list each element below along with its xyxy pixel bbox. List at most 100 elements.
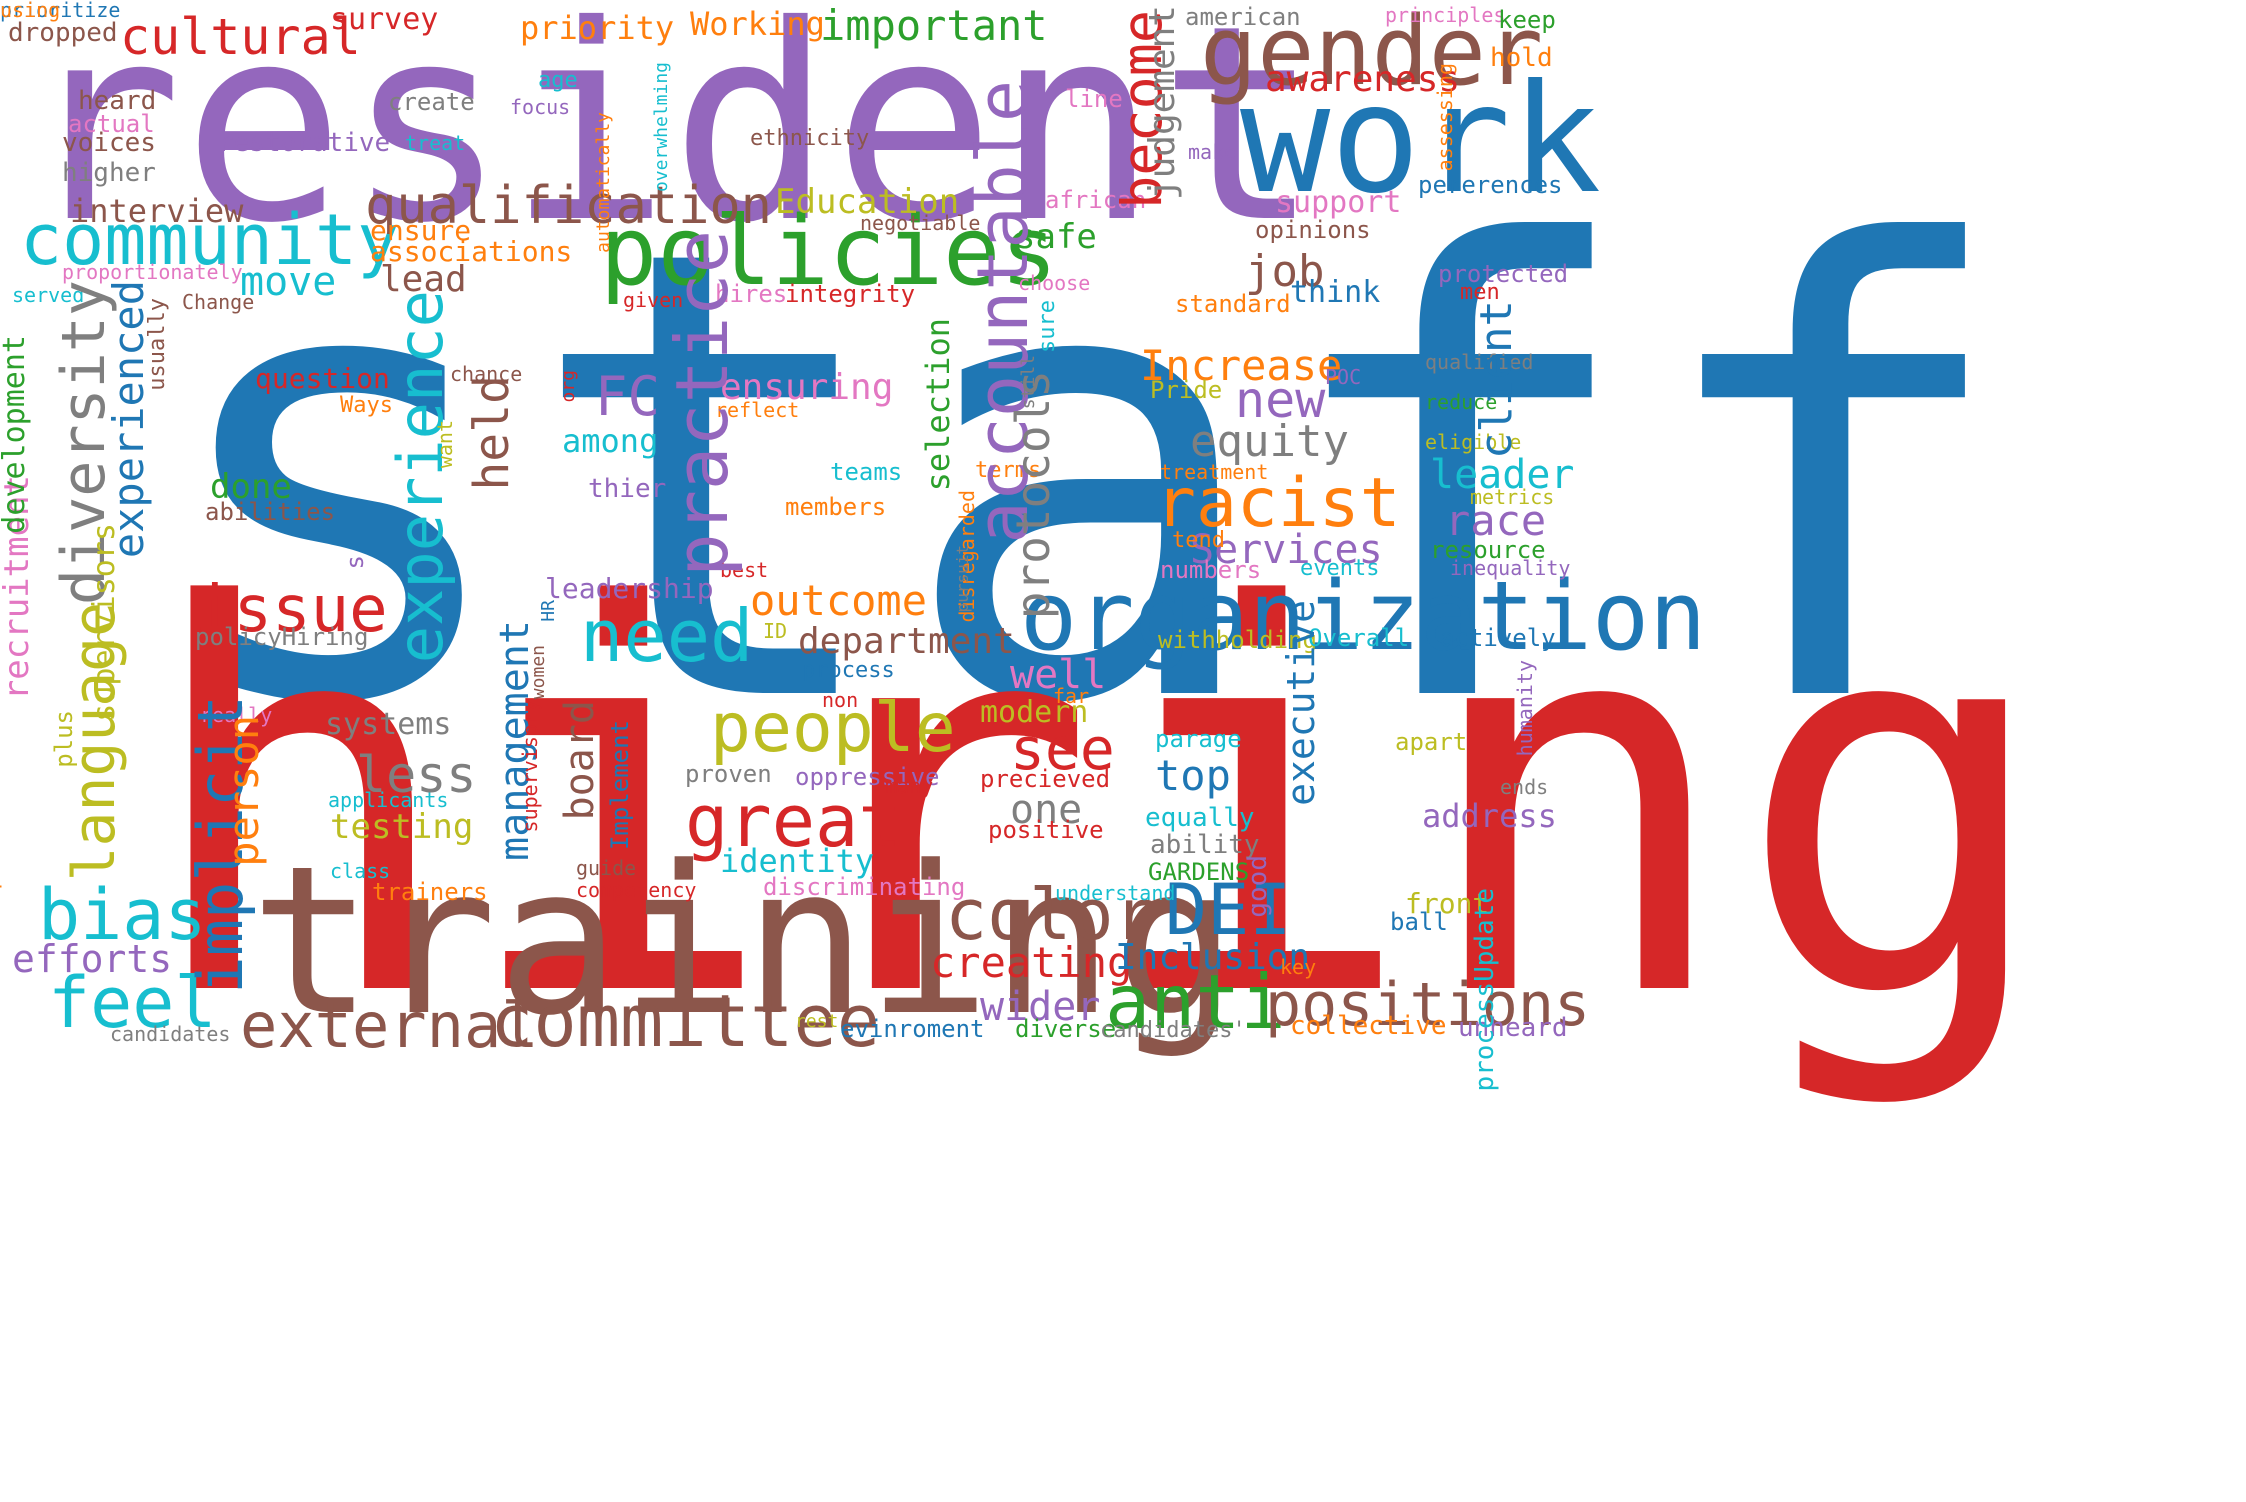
word-awareness: awareness — [1265, 59, 1461, 100]
word-racist: racist — [1155, 464, 1401, 543]
word-lead: lead — [380, 259, 467, 300]
word-important: important — [820, 1, 1048, 50]
word-cultural: cultural — [120, 8, 361, 66]
word-positions: positions — [1265, 970, 1591, 1040]
word-precieved: precieved — [980, 765, 1111, 793]
word-actual: actual — [68, 110, 155, 138]
word-hires: hires — [715, 280, 788, 308]
word-negotiable: negotiable — [860, 211, 981, 235]
word-experienced: experienced — [104, 280, 153, 559]
word-id: ID — [763, 619, 788, 643]
word-top: top — [1155, 751, 1231, 800]
word-trainers: trainers — [372, 878, 488, 906]
word-discriminating: discriminating — [763, 873, 966, 901]
word-equally: equally — [1145, 803, 1255, 833]
word-people: people — [710, 689, 956, 768]
word-withholding: withholding — [1158, 626, 1317, 654]
word-work: work — [1240, 53, 1602, 227]
word-ensure: ensure — [370, 214, 472, 247]
word-systems: systems — [325, 707, 452, 742]
word-hr: HR — [538, 600, 559, 622]
word-thier: thier — [588, 474, 667, 504]
word-feel: feel — [48, 962, 217, 1044]
word-many: many — [885, 774, 934, 798]
word-leader: leader — [1430, 452, 1575, 498]
word-integrity: integrity — [785, 280, 916, 308]
word-gardens: GARDENS — [1148, 858, 1250, 886]
word-higher: higher — [62, 158, 156, 188]
word-process: process — [802, 658, 895, 683]
word-inclusion: Inclusion — [1115, 937, 1311, 978]
word-org: org — [558, 370, 579, 403]
word-women: women — [528, 645, 549, 700]
word-ethnicity: ethnicity — [750, 126, 870, 151]
word-policies: policies — [600, 197, 1058, 307]
word-resident: resident — [20, 0, 1321, 282]
word-understand: understand — [1055, 881, 1176, 905]
word-implement: Implement — [606, 720, 634, 851]
word-protected: protected — [1438, 260, 1569, 288]
word-candidates: candidates' — [1100, 1018, 1246, 1043]
word-experience: experience — [384, 290, 457, 664]
word-competency: competency — [576, 878, 697, 902]
word-interview: interview — [70, 192, 244, 230]
word-unheard: unheard — [1458, 1013, 1568, 1043]
word-poc: POC — [1325, 365, 1362, 389]
word-choose: choose — [1018, 271, 1091, 295]
word-efforts: efforts — [12, 937, 173, 981]
word-usually: usually — [145, 298, 170, 391]
word-race: race — [1445, 496, 1547, 545]
word-think: think — [1290, 275, 1381, 310]
word-creating: creating — [930, 938, 1133, 987]
word-support: support — [1275, 185, 1402, 220]
word-organization: organization — [1020, 562, 1707, 672]
word-humanity: humanity — [1513, 660, 1537, 757]
word-person: person — [219, 715, 268, 867]
word-move: move — [240, 259, 337, 305]
word-question: question — [255, 362, 390, 395]
word-identity: identity — [720, 842, 875, 880]
word-among: among — [562, 422, 659, 460]
word-ball: ball — [1390, 908, 1448, 936]
word-eligible: eligible — [1425, 430, 1522, 454]
word-good: good — [1243, 855, 1273, 918]
word-make: make — [1188, 140, 1237, 164]
word-create: create — [388, 88, 475, 116]
word-guide: guide — [576, 856, 637, 880]
word-qualification: qualification — [365, 176, 772, 236]
word-prioritize: prioritize — [0, 0, 121, 22]
word-bias: bias — [38, 874, 207, 956]
word-terms: terms — [975, 458, 1042, 483]
word-best: best — [720, 558, 769, 582]
word-abilities: abilities — [205, 498, 336, 526]
word-need: need — [580, 594, 754, 678]
word-working: Working — [690, 5, 825, 43]
word-color: color — [945, 874, 1156, 956]
word-african: african — [1045, 186, 1147, 214]
word-ensuring: ensuring — [720, 367, 894, 408]
word-tend: tend — [1172, 528, 1225, 553]
word-men: men — [1460, 280, 1500, 305]
word-treat: treat — [405, 131, 466, 155]
word-reduce: reduce — [1425, 390, 1498, 414]
word-supervisory: supervisory — [518, 700, 542, 833]
word-voices: voices — [62, 128, 156, 158]
word-rest: rest — [795, 1011, 839, 1032]
word-executive: executive — [1279, 600, 1323, 806]
word-new: new — [1235, 371, 1326, 429]
word-pursuit: pursuit — [953, 545, 972, 613]
word-gender: gender — [1200, 0, 1544, 107]
word-issue: issue — [195, 573, 388, 647]
word-want: want — [433, 420, 457, 469]
word-ways: Ways — [340, 393, 393, 418]
word-practice: practice — [660, 230, 744, 577]
word-front: front — [1405, 887, 1490, 920]
word-teams: teams — [830, 458, 903, 486]
word-staff: staff — [150, 119, 2017, 840]
word-proven: proven — [685, 760, 772, 788]
word-far: far — [1053, 684, 1090, 708]
word-done: done — [210, 467, 292, 507]
word-equity: equity — [1190, 416, 1349, 467]
word-proportionately: proportionately — [62, 260, 243, 284]
